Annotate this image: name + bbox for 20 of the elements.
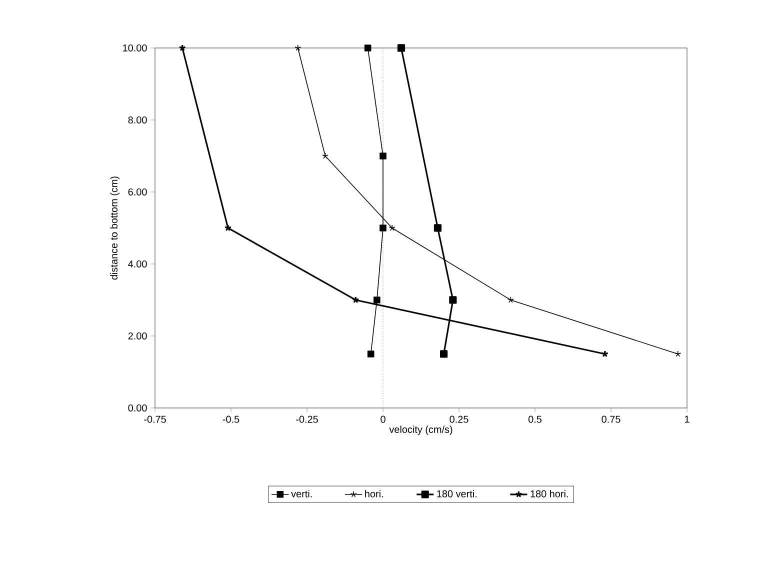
x-tick-label: -0.75 [144,416,166,423]
y-tick-label: 8.00 [128,116,147,124]
legend-label: verti. [291,490,312,498]
x-tick-label: 0.75 [602,416,620,423]
y-tick-label: 10.00 [123,44,147,52]
y-tick-label: 4.00 [128,260,147,268]
y-tick-label: 2.00 [128,332,147,340]
x-tick-label: 1 [685,416,690,423]
x-tick-label: 0 [380,416,386,423]
legend-label: 180 verti. [437,490,476,498]
y-axis-title: distance to bottom (cm) [110,176,120,280]
x-axis-title: velocity (cm/s) [389,426,452,435]
y-tick-label: 0.00 [128,404,147,412]
x-tick-label: -0.5 [222,416,240,423]
legend-label: hori. [365,490,383,498]
x-tick-label: 0.5 [528,416,542,423]
x-tick-label: 0.25 [450,416,468,423]
y-tick-label: 6.00 [128,188,147,196]
legend-label: 180 hori. [530,490,568,498]
x-tick-label: -0.25 [296,416,318,423]
